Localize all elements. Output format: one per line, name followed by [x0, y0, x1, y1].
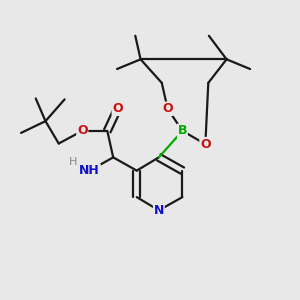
Text: H: H [69, 158, 78, 167]
Text: NH: NH [79, 164, 100, 177]
Text: O: O [162, 102, 173, 115]
Text: O: O [112, 102, 123, 115]
Text: O: O [77, 124, 88, 137]
Text: B: B [178, 124, 187, 137]
Text: O: O [200, 138, 211, 151]
Text: N: N [154, 204, 164, 217]
